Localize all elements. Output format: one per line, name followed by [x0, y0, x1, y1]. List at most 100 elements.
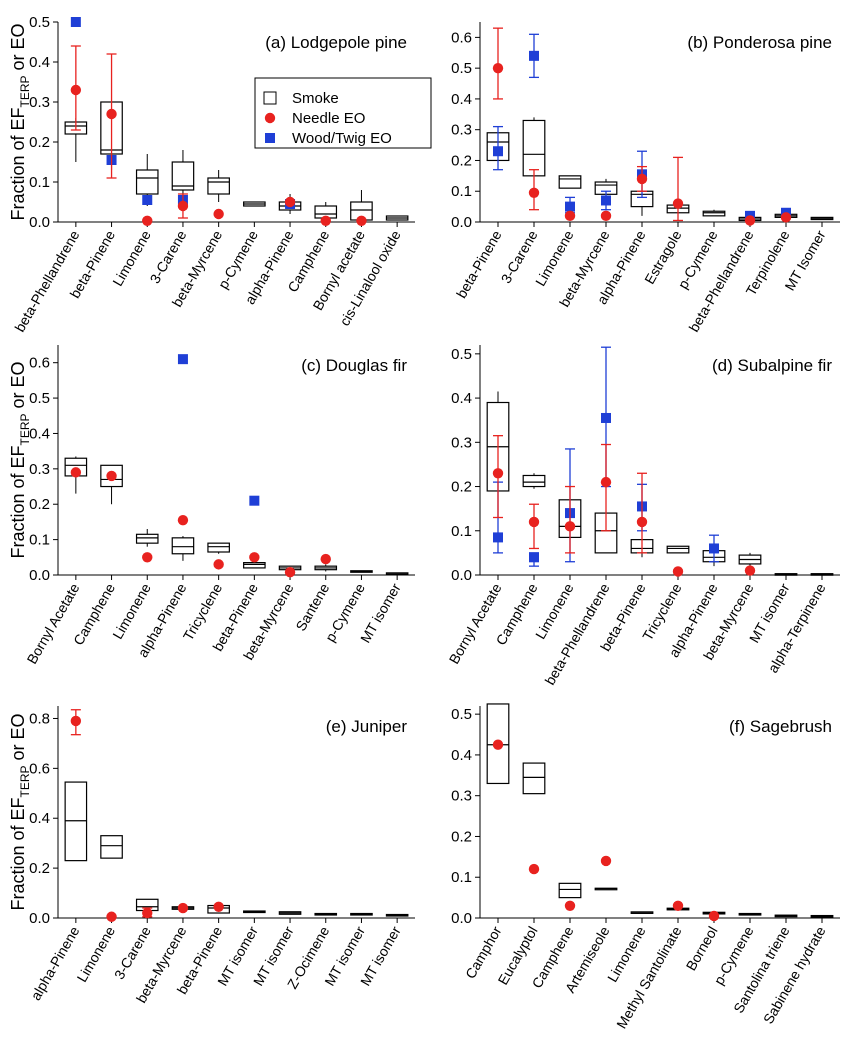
wood-twig-marker — [529, 50, 539, 61]
needle-point — [708, 910, 720, 922]
y-tick-label: 0.4 — [29, 54, 50, 71]
needle-marker — [492, 739, 504, 750]
smoke-box — [100, 835, 123, 859]
needle-marker — [600, 210, 612, 222]
needle-point — [213, 208, 224, 220]
needle-point — [320, 553, 331, 565]
needle-point — [672, 156, 684, 222]
smoke-box — [810, 216, 834, 221]
y-axis-label-prefix: Fraction of EF — [8, 797, 28, 910]
y-tick-label: 0.3 — [29, 461, 50, 478]
smoke-box — [350, 912, 373, 916]
wood-twig-point — [70, 17, 81, 27]
needle-point — [780, 212, 792, 223]
y-tick-label: 0.4 — [451, 747, 472, 764]
x-tick-label: Santene — [292, 580, 332, 633]
wood-twig-marker — [493, 146, 503, 157]
y-tick-label: 0.2 — [451, 479, 472, 496]
needle-marker — [70, 715, 82, 727]
y-tick-label: 0.5 — [451, 346, 472, 363]
wood-twig-point — [565, 196, 575, 214]
y-axis-label-prefix: Fraction of EF — [8, 107, 28, 220]
smoke-box — [135, 529, 159, 547]
needle-marker — [177, 200, 189, 212]
box-iqr — [207, 542, 230, 553]
needle-marker — [142, 215, 153, 226]
panel-title: (e) Juniper — [326, 717, 408, 736]
needle-marker — [177, 514, 189, 526]
wood-twig-point — [529, 552, 539, 567]
needle-point — [320, 215, 331, 226]
legend-label: Smoke — [292, 90, 339, 107]
y-tick-label: 0.1 — [451, 183, 472, 200]
smoke-box — [522, 762, 546, 795]
panel-title: (c) Douglas fir — [301, 356, 407, 375]
needle-marker — [492, 62, 504, 74]
y-tick-label: 0.1 — [29, 174, 50, 191]
needle-marker — [70, 467, 82, 478]
needle-point — [744, 565, 756, 576]
y-tick-label: 0.4 — [451, 91, 472, 108]
needle-marker — [284, 566, 296, 578]
box-iqr — [64, 781, 88, 862]
smoke-box — [207, 170, 230, 202]
needle-marker — [356, 215, 367, 226]
y-tick-label: 0.3 — [451, 788, 472, 805]
needle-point — [744, 215, 756, 226]
smoke-box — [774, 573, 798, 576]
smoke-box — [558, 175, 582, 189]
needle-marker — [564, 900, 576, 911]
smoke-box — [738, 912, 762, 916]
y-axis-label-suffix: or EO — [8, 713, 28, 765]
needle-marker — [672, 900, 684, 911]
legend-label: Needle EO — [292, 110, 365, 127]
needle-marker — [177, 902, 189, 914]
y-tick-label: 0.0 — [451, 567, 472, 584]
box-iqr — [100, 835, 123, 859]
needle-marker — [320, 215, 331, 226]
smoke-box — [243, 201, 266, 207]
smoke-box — [243, 910, 266, 914]
box-iqr — [243, 562, 266, 569]
needle-point — [528, 863, 540, 875]
smoke-box — [522, 473, 546, 489]
wood-twig-point — [249, 495, 260, 506]
needle-marker — [528, 187, 540, 198]
needle-point — [142, 907, 153, 919]
needle-marker — [564, 521, 576, 532]
y-tick-label: 0.3 — [29, 94, 50, 111]
y-tick-label: 0.1 — [29, 532, 50, 549]
needle-point — [70, 709, 82, 736]
wood-twig-marker — [70, 17, 81, 27]
wood-twig-point — [177, 354, 188, 365]
smoke-box — [64, 781, 88, 862]
box-iqr — [558, 882, 582, 899]
wood-twig-point — [142, 195, 153, 205]
needle-marker — [528, 863, 540, 875]
y-tick-label: 0.0 — [451, 214, 472, 231]
wood-twig-marker — [142, 195, 153, 205]
needle-point — [636, 472, 648, 554]
needle-marker — [213, 901, 224, 912]
y-tick-label: 0.2 — [29, 496, 50, 513]
y-tick-label: 0.0 — [29, 214, 50, 231]
needle-point — [284, 566, 296, 578]
needle-point — [70, 467, 82, 478]
y-tick-label: 0.5 — [451, 706, 472, 723]
box-iqr — [522, 762, 546, 795]
wood-twig-point — [493, 125, 503, 171]
smoke-box — [385, 215, 409, 221]
wood-twig-marker — [601, 412, 611, 423]
box-iqr — [702, 210, 726, 217]
needle-marker — [636, 516, 648, 528]
panel-5: 0.00.20.40.60.8 (e) Juniperalpha-PineneLi… — [27, 706, 415, 1006]
legend: Smoke Needle EO Wood/Twig EO — [254, 77, 432, 149]
panel-title: (f) Sagebrush — [729, 717, 832, 736]
needle-point — [213, 559, 224, 570]
wood-twig-marker — [529, 552, 539, 563]
needle-marker — [744, 215, 756, 226]
x-tick-label: alpha-Pinene — [27, 923, 82, 1003]
y-tick-label: 0.2 — [451, 828, 472, 845]
panel-2: 0.0 0.1 0.2 0.3 0.4 0.5 0.6 (b) Ponderosa pine b… — [451, 22, 840, 335]
needle-point — [564, 485, 576, 554]
